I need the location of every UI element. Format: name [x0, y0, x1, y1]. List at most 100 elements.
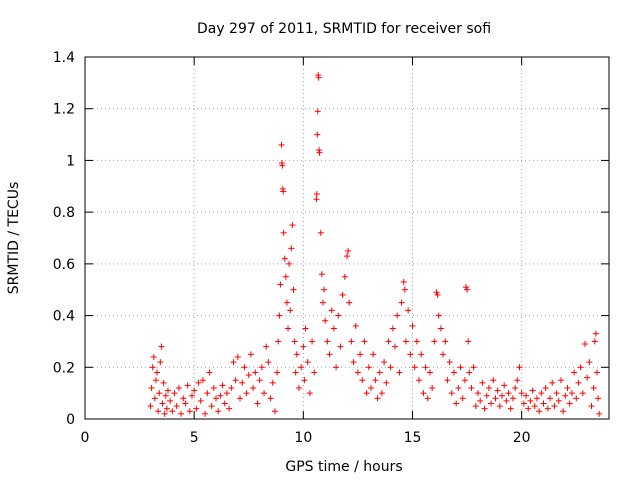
data-point — [178, 410, 185, 417]
data-point — [279, 162, 286, 169]
data-point — [453, 400, 460, 407]
data-point — [418, 351, 425, 358]
data-point — [400, 278, 407, 285]
data-point — [309, 338, 316, 345]
data-point — [321, 286, 328, 293]
data-point — [396, 369, 403, 376]
data-point — [171, 390, 178, 397]
data-point — [485, 384, 492, 391]
data-point — [407, 351, 414, 358]
data-point — [518, 390, 525, 397]
y-tick-label: 1 — [66, 153, 75, 169]
data-point — [494, 387, 501, 394]
data-point — [210, 384, 217, 391]
data-point — [243, 390, 250, 397]
data-point — [461, 377, 468, 384]
data-point — [446, 359, 453, 366]
data-point — [481, 405, 488, 412]
data-point — [318, 271, 325, 278]
data-point — [154, 369, 161, 376]
data-point — [197, 397, 204, 404]
data-point — [566, 400, 573, 407]
data-point — [475, 390, 481, 397]
data-point — [459, 395, 466, 402]
data-point — [437, 325, 444, 332]
data-point — [295, 384, 302, 391]
data-point — [345, 247, 352, 254]
data-point — [206, 369, 213, 376]
data-point — [468, 384, 475, 391]
data-point — [159, 400, 166, 407]
data-point — [516, 364, 523, 371]
data-point — [280, 229, 287, 236]
data-point — [551, 403, 558, 410]
data-point — [479, 379, 486, 386]
data-point — [564, 384, 571, 391]
data-point — [389, 325, 396, 332]
data-point — [258, 364, 265, 371]
data-point — [252, 369, 259, 376]
data-point — [152, 377, 159, 384]
data-point — [148, 384, 155, 391]
y-tick-label: 0.2 — [53, 360, 75, 376]
data-point — [311, 369, 318, 376]
data-point — [322, 317, 329, 324]
data-point — [492, 395, 499, 402]
y-tick-label: 0.6 — [53, 257, 75, 273]
y-tick-label: 1.4 — [53, 50, 75, 66]
data-point — [464, 286, 471, 293]
data-point — [533, 395, 540, 402]
data-point — [538, 390, 545, 397]
data-point — [527, 397, 534, 404]
data-point — [359, 377, 366, 384]
data-point — [163, 405, 170, 412]
data-point — [573, 395, 580, 402]
data-point — [350, 359, 357, 366]
data-point — [444, 377, 451, 384]
data-point — [291, 338, 298, 345]
data-point — [595, 395, 602, 402]
data-point — [281, 255, 288, 262]
data-point — [542, 384, 549, 391]
data-point — [254, 400, 261, 407]
data-point — [215, 408, 222, 415]
data-point — [217, 392, 224, 399]
data-point — [162, 392, 169, 399]
data-point — [274, 369, 281, 376]
data-point — [346, 299, 353, 306]
y-tick-label: 0.8 — [53, 205, 75, 221]
data-point — [354, 369, 361, 376]
data-point — [588, 403, 595, 410]
x-tick-label: 5 — [190, 430, 199, 446]
data-point — [584, 374, 591, 381]
data-point — [433, 289, 440, 296]
data-point — [287, 307, 294, 314]
data-point — [286, 260, 293, 267]
data-point — [387, 364, 394, 371]
data-point — [378, 390, 385, 397]
data-point — [316, 149, 323, 156]
data-point — [250, 384, 257, 391]
data-point — [333, 364, 340, 371]
data-point — [204, 390, 211, 397]
data-point — [465, 338, 472, 345]
data-point — [431, 338, 438, 345]
data-point — [317, 229, 324, 236]
data-point — [568, 390, 575, 397]
data-point — [315, 74, 322, 81]
chart-title: Day 297 of 2011, SRMTID for receiver sof… — [197, 21, 491, 37]
data-point — [184, 382, 191, 389]
data-point — [553, 390, 560, 397]
data-point — [226, 405, 233, 412]
data-point — [164, 387, 171, 394]
data-point — [450, 369, 457, 376]
data-point — [186, 408, 193, 415]
data-point — [562, 392, 569, 399]
data-point — [402, 338, 409, 345]
data-point — [405, 307, 412, 314]
data-point — [208, 403, 215, 410]
data-point — [352, 322, 359, 329]
data-point — [269, 379, 276, 386]
data-point — [557, 377, 564, 384]
data-point — [292, 369, 299, 376]
